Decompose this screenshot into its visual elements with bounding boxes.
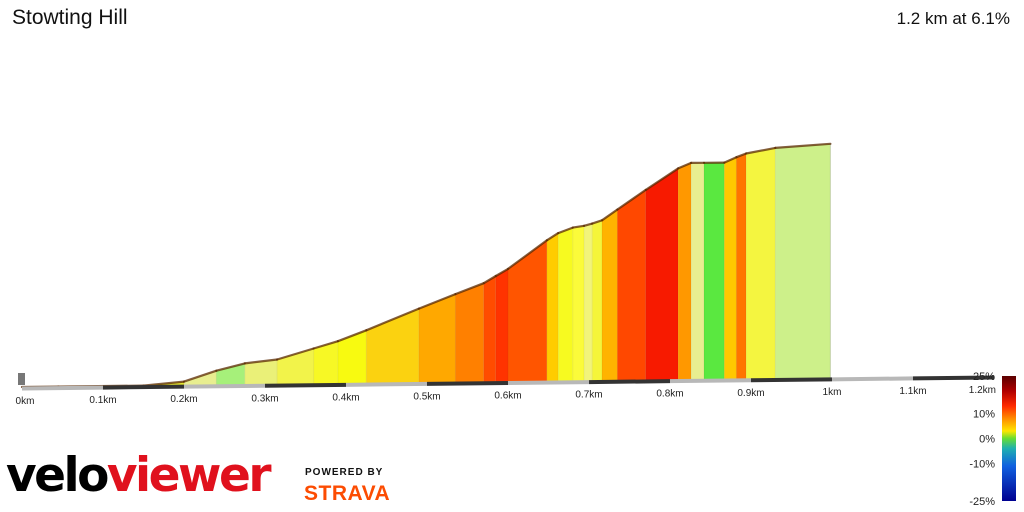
x-tick-label: 0km [16, 396, 35, 407]
baseline [18, 373, 995, 391]
profile-edge [454, 282, 485, 296]
strava-logo: STRAVA [304, 482, 391, 505]
profile-segment [645, 168, 679, 380]
profile-segment [337, 330, 367, 384]
profile-edge [557, 226, 574, 235]
x-tick-label: 0.8km [656, 389, 683, 400]
baseline-dash [21, 385, 104, 391]
grade-legend-label: -10% [969, 459, 995, 471]
profile-edge [616, 188, 647, 211]
x-tick-label: 1.2km [969, 385, 996, 396]
x-tick-label: 0.2km [170, 394, 197, 405]
profile-edge [243, 358, 279, 365]
baseline-dash [669, 378, 752, 384]
grade-legend-label: 10% [973, 409, 995, 421]
profile-edge [591, 219, 604, 225]
baseline-dash [264, 382, 347, 388]
baseline-dash [912, 375, 995, 381]
profile-segment [455, 283, 484, 383]
profile-edge [182, 369, 218, 383]
x-axis: 0km 0.1km 0.2km 0.3km 0.4km 0.5km 0.6km 0.7km 0.… [16, 385, 996, 407]
profile-edge [365, 307, 420, 332]
profile-segment [495, 268, 508, 382]
x-tick-label: 0.9km [737, 388, 764, 399]
profile-edge [336, 329, 368, 343]
profile-segment [678, 162, 692, 380]
profile-edge [494, 267, 510, 278]
baseline-dash [588, 379, 671, 385]
profile-segment [244, 359, 278, 385]
profile-segment [746, 147, 776, 379]
profile-segment [704, 162, 725, 380]
baseline-start-marker [18, 373, 25, 385]
x-tick-label: 0.3km [251, 393, 278, 404]
baseline-dash [102, 384, 185, 390]
grade-legend-label: 0% [979, 434, 995, 446]
profile-edge [545, 232, 560, 242]
profile-segment [736, 153, 747, 379]
profile-edge [644, 167, 680, 191]
grade-color-bar [1002, 376, 1016, 501]
profile-segment [418, 294, 456, 383]
profile-segment [572, 225, 585, 381]
grade-legend-label: 25% [973, 371, 995, 383]
profile-segment [602, 209, 618, 381]
profile-edge [600, 208, 619, 222]
profile-segment [313, 341, 338, 384]
page-title: Stowting Hill [12, 6, 128, 29]
profile-segment [483, 276, 496, 382]
profile-segment [592, 220, 602, 381]
grade-legend-label: -25% [969, 496, 995, 508]
baseline-dash [345, 381, 428, 387]
profile-edge [744, 146, 777, 155]
profile-edge [774, 142, 832, 149]
profile-edge [142, 380, 186, 387]
profile-edge [582, 222, 594, 227]
x-tick-label: 0.6km [494, 391, 521, 402]
profile-segment [617, 189, 646, 381]
profile-edge [417, 293, 457, 310]
profile-edge [735, 152, 748, 159]
x-tick-label: 0.1km [89, 395, 116, 406]
profile-edge [506, 239, 549, 270]
profile-segment [584, 223, 593, 381]
x-tick-label: 1km [823, 387, 842, 398]
profile-segment [546, 233, 559, 382]
profile-segment [366, 308, 419, 384]
profile-edge [571, 224, 586, 229]
profile-segment [691, 162, 704, 380]
profile-segment [558, 227, 573, 381]
profile-edge [276, 347, 315, 361]
x-tick-label: 0.7km [575, 390, 602, 401]
profile-segment [724, 157, 737, 380]
baseline-dash [750, 377, 833, 383]
x-tick-label: 1.1km [899, 386, 926, 397]
x-tick-label: 0.5km [413, 391, 440, 402]
baseline-dash [831, 376, 914, 382]
profile-edge [676, 161, 693, 170]
profile-edge [482, 274, 497, 285]
profile-segment [216, 363, 245, 385]
x-tick-label: 0.4km [332, 392, 359, 403]
profile-segment [508, 240, 547, 382]
logo-velo: velo [6, 448, 109, 503]
powered-by-label: POWERED BY [305, 467, 384, 478]
climb-summary: 1.2 km at 6.1% [896, 9, 1010, 28]
grade-legend: 25% 10% 0% -10% -25% [969, 371, 1016, 508]
baseline-dash [183, 383, 266, 389]
profile-segments [22, 143, 831, 387]
baseline-dash [426, 381, 509, 386]
profile-edge [312, 340, 339, 350]
baseline-dash [507, 380, 590, 385]
profile-segment [775, 143, 831, 379]
profile-edge [215, 362, 246, 372]
logo-viewer: viewer [106, 448, 272, 503]
profile-edge [723, 156, 738, 164]
veloviewer-logo: veloviewer [6, 452, 272, 499]
